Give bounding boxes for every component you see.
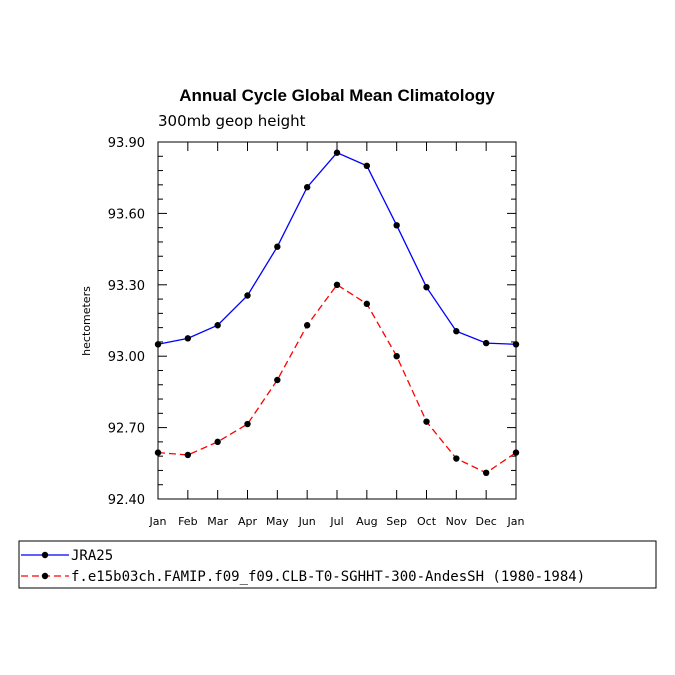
series-1-point [303, 184, 311, 191]
series-2-point [184, 451, 192, 459]
x-tick-label: Jun [298, 515, 316, 528]
axis-ticks: Jan Feb Mar Apr May Jun Jul Aug Sep Oct Nov Dec Jan 9… [108, 136, 525, 528]
series-line-2 [157, 283, 517, 474]
legend: JRA25 f.e15b03ch.FAMIP.f09_f09.CLB-T0-SGH… [21, 548, 585, 585]
legend-box [18, 540, 657, 589]
legend-marker-2 [41, 572, 49, 580]
series-line-1 [157, 151, 517, 345]
plot-frame [157, 141, 517, 500]
series-1-point [482, 339, 490, 347]
x-tick-label: Aug [356, 515, 377, 528]
x-tick-label: May [266, 515, 289, 528]
x-tick-label: Jan [149, 515, 167, 528]
series-1-point [512, 341, 520, 348]
x-tick-label: Mar [207, 515, 228, 528]
y-tick-label: 93.60 [108, 207, 145, 222]
series-1-point [274, 243, 281, 250]
series-2-point [423, 418, 430, 425]
series-group [154, 149, 520, 477]
series-1-point [154, 341, 162, 348]
series-1-point [244, 292, 251, 299]
x-tick-label: Feb [178, 515, 197, 528]
x-tick-label: Dec [476, 515, 497, 528]
series-1-point [333, 149, 341, 156]
chart-title: Annual Cycle Global Mean Climatology [179, 86, 495, 105]
series-2-point [453, 455, 460, 462]
series-2-point [214, 438, 221, 446]
series-2-point [393, 353, 400, 360]
legend-label-2: f.e15b03ch.FAMIP.f09_f09.CLB-T0-SGHHT-30… [71, 569, 585, 585]
chart-subtitle: 300mb geop height [158, 112, 306, 130]
series-1-point [423, 283, 430, 291]
series-1-point [363, 162, 371, 169]
series-1-point [184, 335, 192, 342]
series-2-point [274, 376, 281, 384]
y-tick-label: 92.70 [108, 422, 145, 437]
series-2-point [303, 322, 311, 329]
series-1-point [393, 222, 400, 229]
series-2-point [482, 469, 490, 477]
series-2-point [512, 449, 520, 456]
y-axis-label: hectometers [80, 286, 93, 356]
series-1-point [453, 328, 460, 335]
x-tick-label: Sep [386, 515, 407, 528]
legend-marker-1 [41, 551, 49, 559]
y-tick-label: 93.30 [108, 279, 145, 294]
series-2-point [154, 449, 162, 456]
x-tick-label: Nov [446, 515, 468, 528]
y-tick-label: 93.90 [108, 136, 145, 151]
series-1-point [214, 322, 221, 329]
x-tick-label: Jul [329, 515, 343, 528]
y-tick-label: 92.40 [108, 493, 145, 508]
x-tick-label: Oct [417, 515, 437, 528]
legend-label-1: JRA25 [71, 548, 113, 564]
series-2-point [363, 300, 371, 308]
x-tick-label: Apr [238, 515, 258, 528]
y-tick-label: 93.00 [108, 350, 145, 365]
series-2-point [244, 420, 251, 428]
x-tick-label: Jan [507, 515, 525, 528]
series-2-point [333, 281, 341, 288]
